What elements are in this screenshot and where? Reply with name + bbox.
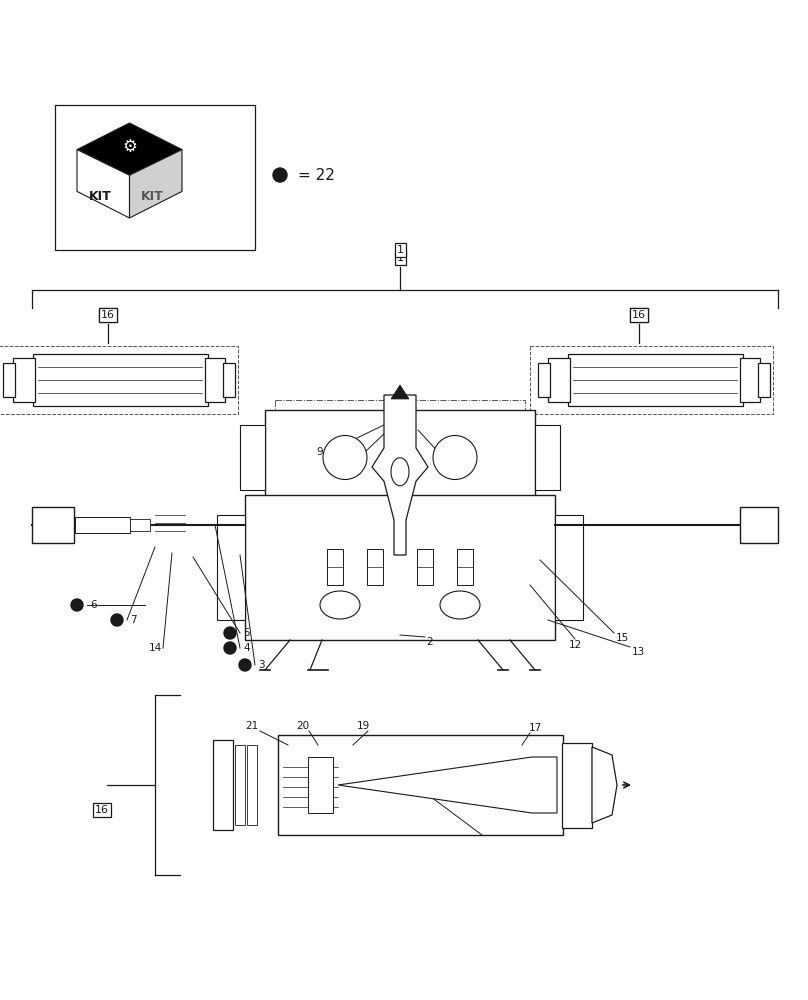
Bar xyxy=(247,745,257,825)
Text: 10: 10 xyxy=(440,449,453,459)
Bar xyxy=(548,358,570,402)
Text: 7: 7 xyxy=(130,615,137,625)
Bar xyxy=(245,495,555,640)
Text: KIT: KIT xyxy=(89,190,112,203)
Text: 16: 16 xyxy=(632,310,646,320)
Text: 4: 4 xyxy=(243,643,250,653)
Bar xyxy=(213,740,233,830)
Polygon shape xyxy=(372,395,428,555)
Bar xyxy=(740,358,760,402)
Bar xyxy=(55,105,255,250)
Text: 17: 17 xyxy=(528,723,541,733)
Bar xyxy=(205,358,225,402)
Polygon shape xyxy=(391,385,409,399)
Polygon shape xyxy=(77,123,182,175)
Text: 16: 16 xyxy=(632,310,646,320)
Bar xyxy=(223,745,233,825)
Bar xyxy=(223,363,235,397)
Ellipse shape xyxy=(440,591,480,619)
Text: 18: 18 xyxy=(408,785,422,795)
Text: 9: 9 xyxy=(317,447,323,457)
Bar xyxy=(265,410,535,505)
Text: KIT: KIT xyxy=(141,190,164,203)
Text: 5: 5 xyxy=(243,628,250,638)
Circle shape xyxy=(111,614,123,626)
Bar xyxy=(530,346,773,414)
Text: 8: 8 xyxy=(402,443,408,453)
Bar xyxy=(275,400,525,550)
Bar xyxy=(235,745,245,825)
Bar xyxy=(75,517,130,533)
Bar xyxy=(278,735,563,835)
Text: = 22: = 22 xyxy=(298,167,335,182)
Circle shape xyxy=(224,642,236,654)
Bar xyxy=(217,515,245,620)
Bar xyxy=(457,549,473,585)
Circle shape xyxy=(433,436,477,480)
Bar xyxy=(417,549,433,585)
Text: 2: 2 xyxy=(427,637,433,647)
Ellipse shape xyxy=(320,591,360,619)
Polygon shape xyxy=(129,150,182,218)
Bar xyxy=(327,549,343,585)
Text: 19: 19 xyxy=(356,721,369,731)
Circle shape xyxy=(323,436,367,480)
Text: 15: 15 xyxy=(616,633,629,643)
Bar xyxy=(3,363,15,397)
Bar xyxy=(535,425,560,490)
Text: 16: 16 xyxy=(101,310,115,320)
Circle shape xyxy=(273,168,287,182)
Bar xyxy=(240,425,265,490)
Bar xyxy=(758,363,770,397)
Ellipse shape xyxy=(391,458,409,486)
Bar xyxy=(538,363,550,397)
Bar xyxy=(130,519,150,531)
Bar xyxy=(0,346,238,414)
Bar xyxy=(740,507,778,543)
Circle shape xyxy=(71,599,83,611)
Text: 21: 21 xyxy=(246,721,259,731)
Bar xyxy=(308,757,333,813)
Text: 16: 16 xyxy=(95,805,109,815)
Bar xyxy=(32,507,74,543)
Bar xyxy=(562,742,592,828)
Text: ⚙: ⚙ xyxy=(122,138,137,156)
Text: 13: 13 xyxy=(631,647,645,657)
Circle shape xyxy=(239,659,251,671)
Bar xyxy=(367,549,383,585)
Polygon shape xyxy=(592,747,617,823)
Text: 6: 6 xyxy=(90,600,97,610)
Text: 11: 11 xyxy=(351,445,364,455)
Circle shape xyxy=(224,627,236,639)
Text: 3: 3 xyxy=(258,660,265,670)
Bar xyxy=(568,354,743,406)
Text: 1: 1 xyxy=(397,245,403,255)
Polygon shape xyxy=(338,757,557,813)
Text: 20: 20 xyxy=(297,721,309,731)
Text: 1: 1 xyxy=(397,253,403,263)
Polygon shape xyxy=(77,150,129,218)
Bar xyxy=(13,358,35,402)
Text: 16: 16 xyxy=(101,310,115,320)
Bar xyxy=(555,515,583,620)
Text: 14: 14 xyxy=(149,643,162,653)
Bar xyxy=(33,354,208,406)
Text: 12: 12 xyxy=(568,640,582,650)
